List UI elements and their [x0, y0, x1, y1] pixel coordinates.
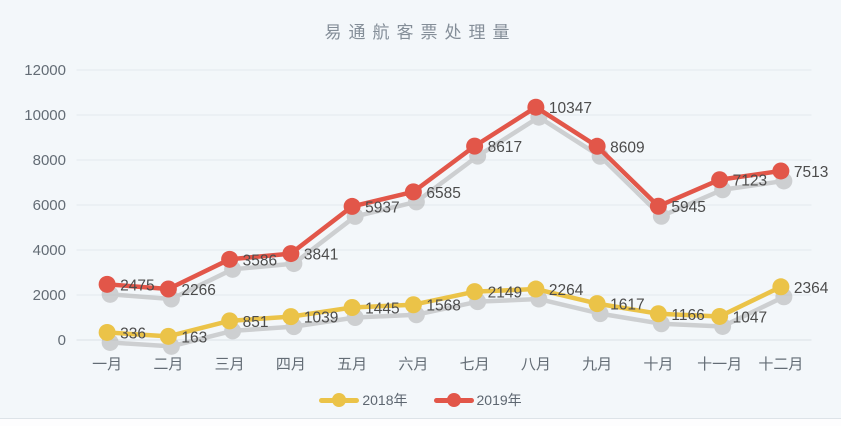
- svg-text:5945: 5945: [671, 199, 705, 216]
- svg-text:四月: 四月: [276, 356, 306, 373]
- svg-text:0: 0: [58, 332, 66, 349]
- svg-text:6000: 6000: [33, 197, 66, 214]
- svg-text:8000: 8000: [33, 152, 66, 169]
- data-point-2018-九月[interactable]: [588, 295, 606, 313]
- legend-label: 2019年: [476, 392, 522, 408]
- data-point-2019-八月[interactable]: [527, 98, 545, 116]
- svg-text:九月: 九月: [582, 356, 612, 373]
- svg-text:7513: 7513: [794, 164, 828, 181]
- svg-text:2264: 2264: [549, 282, 584, 299]
- svg-text:一月: 一月: [92, 356, 122, 373]
- svg-text:7123: 7123: [733, 173, 767, 190]
- svg-text:1617: 1617: [610, 297, 644, 314]
- x-axis-labels: 一月 二月 三月 四月 五月 六月 七月 八月 九月 十月 十一月 十二月: [92, 356, 803, 373]
- data-point-2019-二月[interactable]: [159, 280, 177, 298]
- legend-line-dot-icon: [433, 393, 474, 407]
- svg-text:336: 336: [120, 325, 146, 342]
- svg-text:10000: 10000: [24, 107, 66, 124]
- data-point-2019-十一月[interactable]: [711, 171, 729, 189]
- data-point-2018-十月[interactable]: [649, 305, 667, 323]
- data-point-2018-四月[interactable]: [282, 308, 300, 326]
- data-point-2019-十月[interactable]: [649, 197, 667, 215]
- data-point-2019-四月[interactable]: [282, 245, 300, 263]
- data-point-2019-三月[interactable]: [221, 250, 239, 268]
- data-point-2018-三月[interactable]: [221, 312, 239, 330]
- svg-text:六月: 六月: [398, 356, 428, 373]
- data-point-2019-五月[interactable]: [343, 197, 361, 215]
- svg-text:12000: 12000: [24, 62, 66, 79]
- svg-text:1047: 1047: [733, 309, 767, 326]
- svg-text:851: 851: [243, 314, 269, 331]
- data-point-2018-八月[interactable]: [527, 280, 545, 298]
- svg-text:1568: 1568: [426, 298, 460, 315]
- series-2018-points[interactable]: [98, 278, 790, 345]
- data-point-2018-一月[interactable]: [98, 323, 116, 341]
- data-point-2018-七月[interactable]: [466, 283, 484, 301]
- series-2018-labels: 336 163 851 1039 1445 1568 2149 2264 1617 1166 104…: [120, 280, 829, 347]
- svg-text:4000: 4000: [33, 242, 66, 259]
- svg-text:1039: 1039: [304, 310, 338, 327]
- data-point-2019-七月[interactable]: [466, 137, 484, 155]
- svg-text:8609: 8609: [610, 139, 644, 156]
- svg-text:1445: 1445: [365, 300, 399, 317]
- svg-text:八月: 八月: [521, 356, 551, 373]
- legend-label: 2018年: [362, 392, 408, 408]
- legend-item-2019[interactable]: 2019年: [433, 390, 522, 410]
- series-2019-points[interactable]: [98, 98, 790, 298]
- svg-text:163: 163: [181, 329, 207, 346]
- svg-text:2000: 2000: [33, 287, 66, 304]
- svg-text:十二月: 十二月: [758, 356, 803, 373]
- data-point-2018-十二月[interactable]: [772, 278, 790, 296]
- data-point-2018-十一月[interactable]: [711, 307, 729, 325]
- svg-text:七月: 七月: [460, 356, 490, 373]
- data-point-2018-五月[interactable]: [343, 298, 361, 316]
- svg-text:3586: 3586: [243, 252, 277, 269]
- svg-text:3841: 3841: [304, 247, 338, 264]
- data-point-2018-二月[interactable]: [159, 327, 177, 345]
- series-2019-line: [104, 104, 784, 292]
- data-point-2019-一月[interactable]: [98, 275, 116, 293]
- legend-line-dot-icon: [319, 393, 360, 407]
- chart-legend: 2018年 2019年: [0, 390, 841, 410]
- data-point-2019-九月[interactable]: [588, 137, 606, 155]
- legend-item-2018[interactable]: 2018年: [319, 390, 408, 410]
- svg-text:二月: 二月: [153, 356, 183, 373]
- y-axis-labels: 0 2000 4000 6000 8000 10000 12000: [24, 62, 66, 349]
- svg-text:十一月: 十一月: [697, 356, 742, 373]
- data-point-2019-六月[interactable]: [404, 183, 422, 201]
- data-point-2018-六月[interactable]: [404, 296, 422, 314]
- svg-text:1166: 1166: [671, 307, 704, 324]
- svg-text:2364: 2364: [794, 280, 829, 297]
- svg-text:三月: 三月: [215, 356, 245, 373]
- svg-text:2266: 2266: [181, 282, 215, 299]
- svg-text:十月: 十月: [643, 356, 673, 373]
- series-2018-line: [104, 284, 784, 339]
- svg-text:2475: 2475: [120, 277, 154, 294]
- series-2019-labels: 2475 2266 3586 3841 5937 6585 8617 10347 8609 594…: [120, 100, 828, 299]
- svg-text:8617: 8617: [488, 139, 522, 156]
- svg-text:2149: 2149: [488, 285, 522, 302]
- svg-text:6585: 6585: [426, 185, 460, 202]
- data-point-2019-十二月[interactable]: [772, 162, 790, 180]
- svg-text:五月: 五月: [337, 356, 367, 373]
- svg-text:5937: 5937: [365, 199, 399, 216]
- svg-text:10347: 10347: [549, 100, 592, 117]
